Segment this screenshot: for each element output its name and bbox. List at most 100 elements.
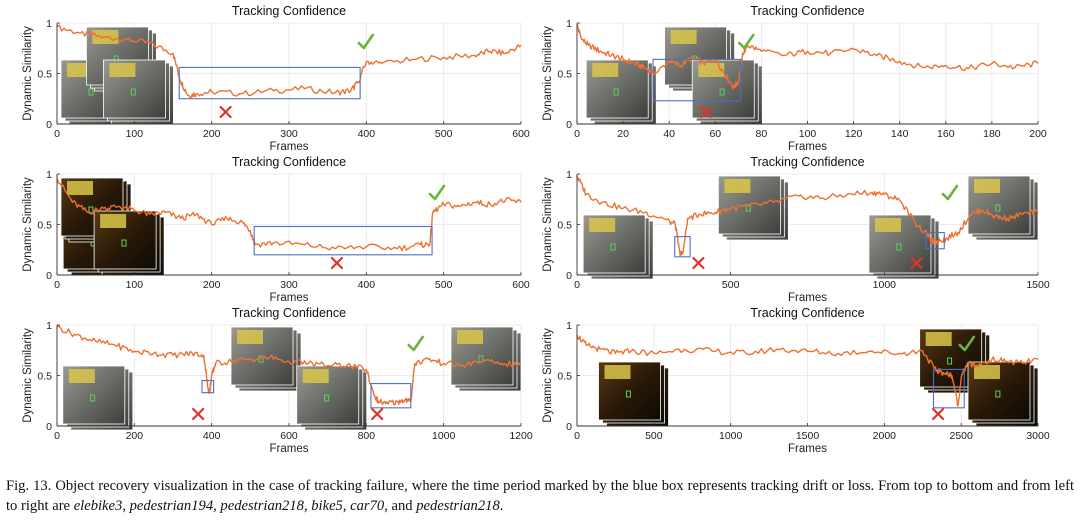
x-tick-label: 0 — [574, 279, 580, 291]
failure-period-box — [370, 383, 412, 409]
confidence-line — [56, 325, 522, 406]
thumbnail-target-box — [896, 243, 902, 251]
thumbnail-overlay-label — [237, 330, 263, 344]
y-tick-label: 0.5 — [557, 69, 572, 81]
y-tick-label: 0 — [46, 421, 52, 433]
cross-icon — [910, 256, 923, 270]
chart-panel-4: 0 500 1000 1500 0 0.5 1 Tracking Confidence Fram… — [542, 155, 1050, 304]
y-axis-label: Dynamic Similarity — [542, 328, 554, 423]
caption-seq-1: elebike3 — [73, 498, 123, 514]
caption-text: Fig. 13. Object recovery visualization i… — [6, 478, 1074, 514]
x-tick-label: 60 — [709, 128, 721, 140]
thumbnail-overlay-label — [974, 365, 1000, 379]
x-axis-label: Frames — [788, 443, 827, 455]
check-icon — [737, 33, 755, 50]
failure-period-box — [253, 225, 433, 256]
x-tick-label: 1500 — [1026, 279, 1050, 291]
check-icon — [357, 33, 375, 50]
thumbnail-overlay-label — [302, 369, 329, 383]
confidence-line — [56, 24, 522, 99]
y-tick-label: 1 — [46, 169, 52, 181]
x-tick-label: 120 — [845, 128, 863, 140]
frame-thumbnail-stack — [717, 175, 789, 241]
x-tick-label: 80 — [756, 128, 768, 140]
x-axis-label: Frames — [270, 292, 309, 304]
y-axis-label: Dynamic Similarity — [22, 177, 34, 272]
thumbnail-target-box — [613, 88, 619, 96]
caption-sep: , — [342, 498, 351, 514]
x-tick-label: 600 — [280, 430, 298, 442]
x-tick-label: 40 — [663, 128, 675, 140]
thumbnail-overlay-label — [698, 63, 725, 77]
y-tick-label: 0 — [566, 270, 572, 282]
x-tick-label: 0 — [54, 279, 60, 291]
x-tick-label: 1500 — [796, 430, 820, 442]
thumbnail-target-box — [130, 88, 136, 96]
frame-thumbnail-stack — [62, 365, 134, 431]
x-tick-label: 1000 — [432, 430, 456, 442]
cross-icon — [330, 256, 344, 270]
x-tick-label: 600 — [512, 128, 530, 140]
x-tick-label: 100 — [126, 128, 144, 140]
thumbnail-overlay-label — [604, 365, 631, 379]
check-icon — [958, 335, 976, 352]
y-tick-label: 0.5 — [37, 69, 52, 81]
x-tick-label: 0 — [574, 128, 580, 140]
thumbnail-target-box — [88, 88, 94, 96]
cross-icon-stroke — [910, 256, 923, 270]
x-tick-label: 400 — [358, 128, 376, 140]
chart-panel-1: 0 100 200 300 400 500 600 0 0.5 1 Tracking Confide… — [22, 4, 530, 153]
frame-thumbnail-stack — [93, 210, 165, 276]
failure-period-box — [201, 379, 215, 394]
x-tick-label: 1000 — [719, 430, 743, 442]
cross-icon — [192, 407, 205, 421]
thumbnail-target-box — [324, 394, 330, 402]
y-tick-label: 1 — [566, 18, 572, 30]
thumbnail-target-box — [121, 239, 127, 247]
thumbnail-target-box — [625, 390, 631, 398]
x-tick-label: 200 — [126, 430, 144, 442]
failure-period-box — [925, 232, 945, 250]
x-tick-label: 0 — [54, 128, 60, 140]
caption-sep: , — [213, 498, 221, 514]
y-tick-label: 1 — [46, 320, 52, 332]
chart-panel-2: 0 20 40 60 80 100 120 140 160 180 200 0 0.5 1 Tracking… — [542, 4, 1047, 153]
caption-seq-3: pedestrian218 — [220, 498, 304, 514]
x-tick-label: 400 — [203, 430, 221, 442]
frame-thumbnail-stack — [450, 326, 522, 392]
cross-icon-stroke — [219, 105, 232, 119]
x-axis-label: Frames — [788, 141, 827, 153]
x-tick-label: 3000 — [1026, 430, 1050, 442]
thumbnail-target-box — [995, 204, 1001, 212]
thumbnail-overlay-label — [592, 63, 619, 77]
x-tick-label: 300 — [280, 128, 298, 140]
cross-icon-stroke — [699, 105, 713, 119]
chart-panel-3: 0 100 200 300 400 500 600 0 0.5 1 Tracking Confide… — [22, 155, 530, 304]
frame-thumbnail-stack — [598, 361, 669, 427]
frame-thumbnail-stack — [967, 175, 1039, 241]
y-tick-label: 0.5 — [557, 371, 572, 383]
failure-period-box — [674, 236, 691, 258]
check-icon — [407, 335, 424, 352]
cross-icon-stroke — [692, 256, 705, 270]
x-tick-label: 1000 — [873, 279, 897, 291]
y-tick-label: 1 — [566, 320, 572, 332]
caption-seq-2: pedestrian194 — [129, 498, 214, 514]
frame-thumbnail-stack — [691, 59, 763, 125]
thumbnail-overlay-label — [457, 330, 483, 344]
chart-title: Tracking Confidence — [232, 4, 346, 18]
cross-icon — [692, 256, 705, 270]
thumbnail-target-box — [90, 394, 96, 402]
y-axis-label: Dynamic Similarity — [22, 26, 34, 121]
caption-end: . — [499, 498, 504, 514]
x-tick-label: 500 — [435, 279, 453, 291]
thumbnail-overlay-label — [724, 179, 751, 193]
x-tick-label: 400 — [358, 279, 376, 291]
x-tick-label: 140 — [891, 128, 909, 140]
cross-icon — [371, 407, 384, 421]
thumbnail-target-box — [947, 357, 953, 365]
chart-title: Tracking Confidence — [232, 306, 346, 320]
caption-sep: , — [303, 498, 312, 514]
y-tick-label: 0 — [566, 421, 572, 433]
